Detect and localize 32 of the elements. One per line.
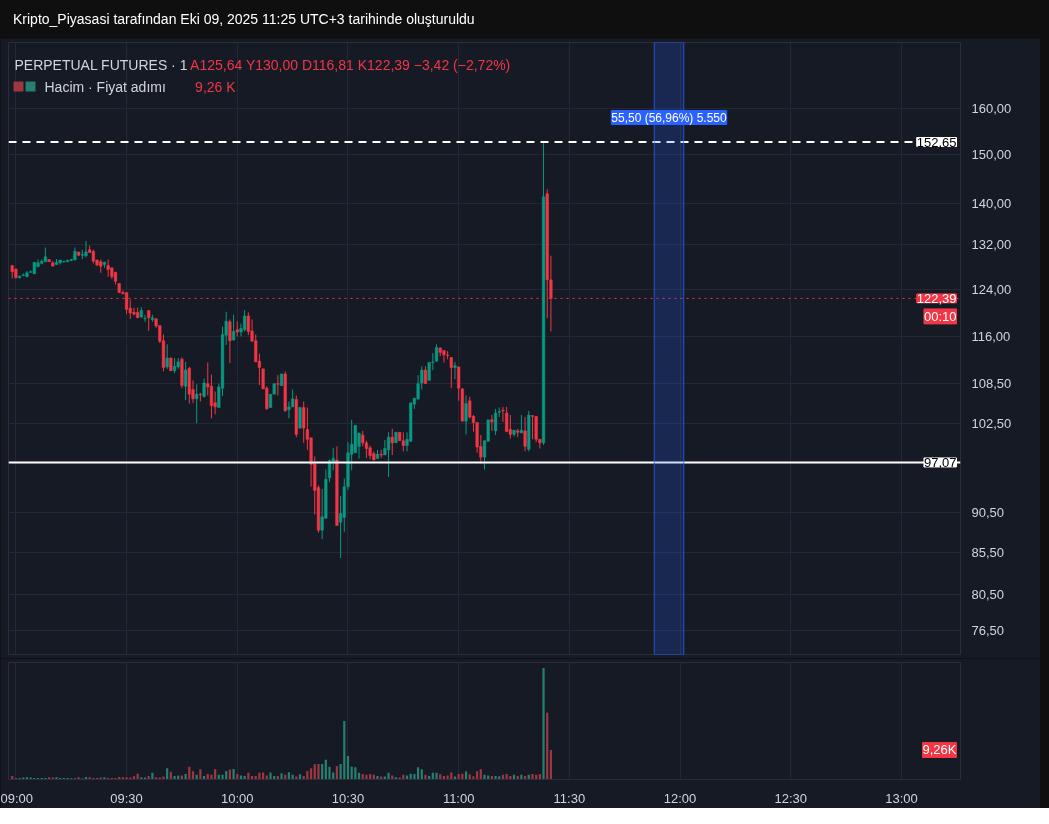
x-tick-label: 11:30 — [553, 790, 586, 806]
y-tick-label: 140,00 — [971, 195, 1012, 211]
text: A125,64 Y130,00 D116,81 K122,39 −3,42 (−2,72%) — [190, 56, 511, 73]
annotation: 00:10 — [923, 308, 957, 324]
annotation: 9,26K — [922, 742, 957, 758]
y-tick-label: 80,50 — [971, 587, 1005, 603]
y-tick-label: 150,00 — [971, 146, 1012, 162]
x-tick-label: 12:00 — [663, 790, 697, 806]
y-tick-label: 124,00 — [971, 281, 1012, 297]
x-tick-label: 12:30 — [774, 790, 808, 806]
x-tick-label: 13:00 — [885, 790, 918, 806]
y-tick-label: 90,50 — [971, 504, 1005, 520]
x-tick-label: 10:00 — [221, 790, 254, 806]
y-tick-label: 116,00 — [971, 328, 1011, 344]
text: PERPETUAL FUTURES · 1 — [14, 56, 188, 73]
x-tick-label: 09:00 — [0, 790, 34, 806]
band-label: 55,50 (56,96%) 5.550 — [611, 110, 728, 125]
x-tick-label: 09:30 — [110, 790, 143, 806]
x-tick-label: 11:00 — [442, 790, 475, 806]
ref-line-label: 97,07 — [923, 454, 957, 470]
text: Kripto_Piyasasi tarafından Eki 09, 2025 11:25 UTC+3 tarihinde oluşturuldu — [12, 10, 476, 29]
ref-line-label: 122,39 — [916, 290, 957, 306]
y-tick-label: 76,50 — [971, 623, 1005, 639]
y-tick-label: 160,00 — [971, 101, 1012, 117]
y-tick-label: 102,50 — [971, 416, 1012, 432]
annotation: 9,26 K — [195, 78, 237, 95]
x-tick-label: 10:30 — [331, 790, 365, 806]
y-tick-label: 108,50 — [971, 376, 1012, 392]
y-tick-label: 132,00 — [971, 237, 1012, 253]
y-tick-label: 85,50 — [971, 544, 1005, 560]
legend-label: Hacim · Fiyat adımı — [44, 78, 166, 95]
ref-line-label: 152,65 — [916, 134, 957, 150]
